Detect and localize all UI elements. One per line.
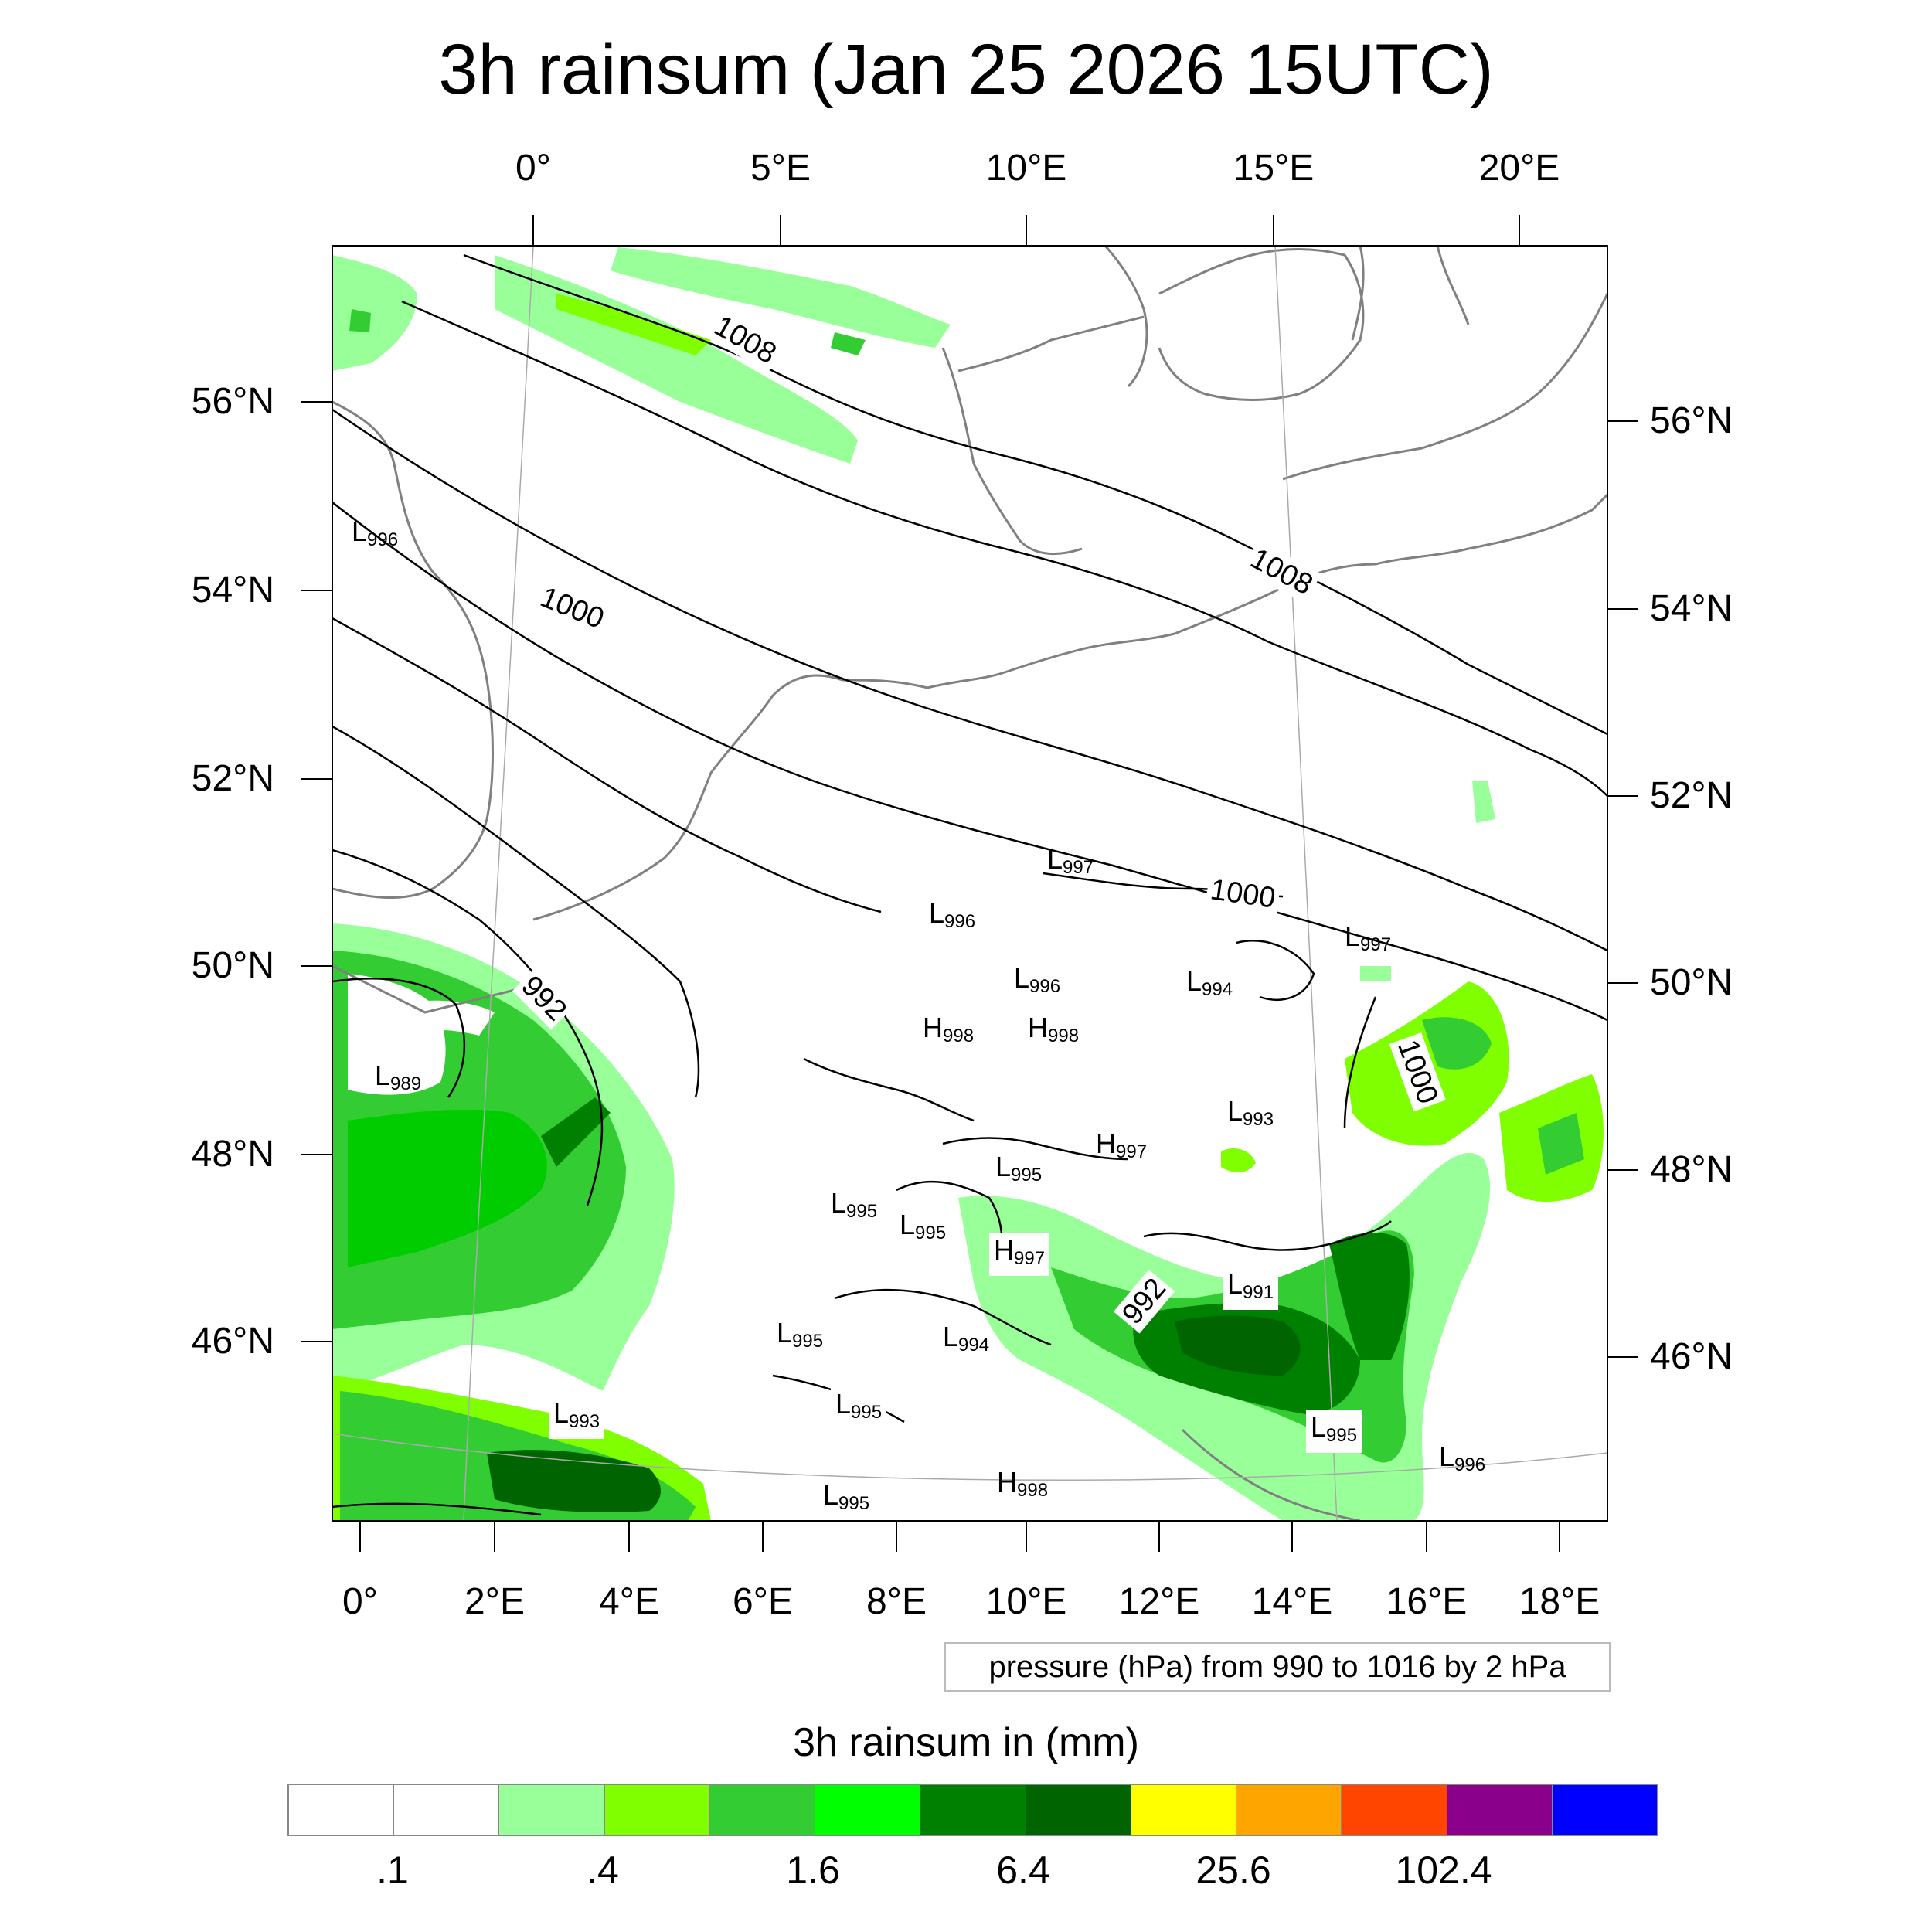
bottom-lon-label: 4°E — [599, 1581, 659, 1622]
right-lat-label: 54°N — [1650, 588, 1733, 629]
pressure-system-label: L995 — [831, 1187, 878, 1223]
pressure-system-label: L994 — [943, 1321, 990, 1356]
pressure-system-label: L995 — [995, 1151, 1043, 1186]
colorbar-swatch — [709, 1785, 816, 1835]
colorbar-swatch — [604, 1785, 710, 1835]
bottom-lon-label: 2°E — [464, 1581, 525, 1622]
pressure-system-label: L995 — [777, 1317, 824, 1352]
top-lon-label: 5°E — [750, 148, 811, 189]
right-lat-label: 56°N — [1650, 400, 1733, 441]
colorbar-swatch — [289, 1785, 395, 1835]
bottom-lon-label: 6°E — [733, 1581, 793, 1622]
pressure-system-label: L997 — [1345, 920, 1392, 956]
colorbar-swatch — [1447, 1785, 1553, 1835]
map-frame — [332, 245, 1608, 1522]
colorbar — [287, 1784, 1658, 1836]
pressure-system-label: L994 — [1186, 965, 1233, 1001]
pressure-system-label: L993 — [1227, 1095, 1274, 1131]
map-title: 3h rainsum (Jan 25 2026 15UTC) — [438, 30, 1494, 109]
bottom-lon-label: 10°E — [985, 1581, 1067, 1622]
pressure-system-label: H998 — [1028, 1012, 1080, 1047]
colorbar-swatch — [920, 1785, 1026, 1835]
colorbar-swatch — [394, 1785, 500, 1835]
right-lat-label: 48°N — [1650, 1149, 1733, 1190]
top-lon-label: 15°E — [1233, 148, 1315, 189]
top-lon-label: 0° — [515, 148, 551, 189]
pressure-system-label: L996 — [1439, 1440, 1486, 1476]
colorbar-swatch — [815, 1785, 921, 1835]
colorbar-swatch — [1131, 1785, 1237, 1835]
left-lat-label: 54°N — [191, 570, 274, 611]
colorbar-tick-label: 1.6 — [786, 1849, 840, 1892]
pressure-system-label: H998 — [923, 1012, 975, 1047]
top-lon-label: 20°E — [1478, 148, 1560, 189]
bottom-lon-label: 18°E — [1519, 1581, 1600, 1622]
pressure-system-label: L996 — [929, 897, 976, 933]
pressure-info-box: pressure (hPa) from 990 to 1016 by 2 hPa — [944, 1642, 1611, 1692]
pressure-system-label: L991 — [1223, 1267, 1279, 1310]
pressure-system-label: L989 — [375, 1060, 422, 1095]
pressure-system-label: L995 — [831, 1387, 887, 1430]
right-lat-label: 50°N — [1650, 962, 1733, 1003]
precip-field-north — [332, 247, 951, 464]
colorbar-tick-label: .4 — [587, 1849, 619, 1892]
bottom-lon-label: 14°E — [1251, 1581, 1333, 1622]
colorbar-title: 3h rainsum in (mm) — [793, 1720, 1139, 1765]
pressure-system-label: H997 — [989, 1233, 1050, 1276]
bottom-lon-label: 12°E — [1118, 1581, 1200, 1622]
colorbar-tick-label: .1 — [376, 1849, 409, 1892]
pressure-system-label: L995 — [823, 1479, 870, 1515]
coastlines — [332, 246, 1607, 1521]
pressure-system-label: L993 — [549, 1396, 605, 1439]
bottom-lon-label: 8°E — [866, 1581, 927, 1622]
pressure-system-label: H998 — [997, 1466, 1049, 1502]
top-lon-label: 10°E — [985, 148, 1067, 189]
pressure-system-label: L996 — [1014, 962, 1061, 998]
colorbar-swatch — [499, 1785, 605, 1835]
left-lat-label: 52°N — [191, 758, 274, 799]
bottom-lon-label: 0° — [342, 1581, 378, 1622]
left-lat-label: 50°N — [191, 945, 274, 986]
left-lat-label: 46°N — [191, 1321, 274, 1362]
pressure-system-label: L995 — [1306, 1410, 1362, 1453]
colorbar-tick-label: 6.4 — [996, 1849, 1050, 1892]
right-lat-label: 46°N — [1650, 1336, 1733, 1377]
colorbar-swatch — [1026, 1785, 1131, 1835]
precip-field-east — [1221, 781, 1604, 1202]
pressure-system-label: L995 — [900, 1209, 947, 1244]
tick-marks — [301, 215, 1638, 1552]
left-lat-label: 56°N — [191, 381, 274, 422]
colorbar-swatch — [1236, 1785, 1342, 1835]
right-lat-label: 52°N — [1650, 775, 1733, 816]
isobars — [332, 253, 1607, 1516]
colorbar-swatch — [1342, 1785, 1447, 1835]
colorbar-tick-label: 102.4 — [1395, 1849, 1492, 1892]
pressure-system-label: H997 — [1096, 1128, 1148, 1163]
left-lat-label: 48°N — [191, 1134, 274, 1175]
bottom-lon-label: 16°E — [1386, 1581, 1468, 1622]
colorbar-tick-label: 25.6 — [1196, 1849, 1271, 1892]
precip-field-west — [332, 923, 711, 1521]
colorbar-swatch — [1552, 1785, 1658, 1835]
pressure-system-label: L996 — [352, 515, 399, 551]
pressure-system-label: L997 — [1047, 843, 1094, 879]
